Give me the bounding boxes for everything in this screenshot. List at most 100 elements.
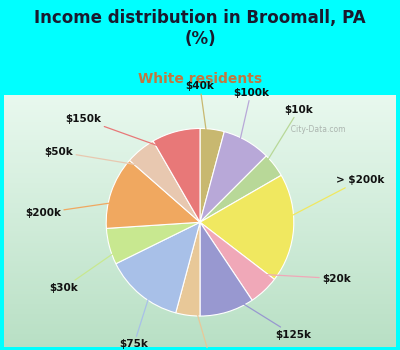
Wedge shape — [106, 222, 200, 264]
Bar — [4, 195, 396, 198]
Wedge shape — [200, 128, 224, 222]
Bar — [4, 170, 396, 173]
Wedge shape — [200, 222, 252, 316]
Bar — [4, 94, 396, 97]
Bar — [4, 233, 396, 236]
Bar — [4, 223, 396, 225]
Text: $50k: $50k — [45, 147, 153, 167]
Bar — [4, 231, 396, 233]
Bar — [4, 137, 396, 140]
Bar — [4, 329, 396, 331]
Wedge shape — [130, 141, 200, 222]
Wedge shape — [176, 222, 200, 316]
Text: Income distribution in Broomall, PA
(%): Income distribution in Broomall, PA (%) — [34, 9, 366, 48]
Bar — [4, 326, 396, 329]
Text: $100k: $100k — [233, 88, 269, 159]
Bar — [4, 153, 396, 155]
Bar — [4, 162, 396, 165]
Bar — [4, 228, 396, 231]
Bar — [4, 299, 396, 301]
Bar — [4, 304, 396, 306]
Bar — [4, 296, 396, 299]
Bar — [4, 309, 396, 311]
Bar — [4, 125, 396, 127]
Bar — [4, 132, 396, 135]
Bar — [4, 115, 396, 117]
Bar — [4, 120, 396, 122]
Bar — [4, 334, 396, 336]
Bar — [4, 213, 396, 216]
Bar — [4, 319, 396, 321]
Bar — [4, 142, 396, 145]
Bar — [4, 218, 396, 220]
Bar — [4, 190, 396, 193]
Bar — [4, 117, 396, 120]
Bar — [4, 225, 396, 228]
Bar — [4, 321, 396, 324]
Text: White residents: White residents — [138, 72, 262, 86]
Text: $125k: $125k — [223, 291, 311, 340]
Bar — [4, 238, 396, 241]
Wedge shape — [200, 132, 266, 222]
Bar — [4, 183, 396, 185]
Text: $30k: $30k — [49, 242, 130, 293]
Bar — [4, 140, 396, 142]
Bar — [4, 208, 396, 210]
Bar — [4, 205, 396, 208]
Wedge shape — [200, 222, 274, 300]
Bar — [4, 339, 396, 342]
Bar — [4, 112, 396, 115]
Bar — [4, 248, 396, 251]
Text: $20k: $20k — [251, 274, 351, 284]
Bar — [4, 110, 396, 112]
Bar — [4, 203, 396, 205]
Bar — [4, 241, 396, 243]
Bar — [4, 286, 396, 288]
Bar — [4, 150, 396, 153]
Bar — [4, 160, 396, 162]
Bar — [4, 281, 396, 284]
Bar — [4, 158, 396, 160]
Text: > $200k: > $200k — [273, 175, 384, 225]
Wedge shape — [200, 175, 294, 279]
Bar — [4, 253, 396, 256]
Bar — [4, 246, 396, 248]
Bar — [4, 102, 396, 105]
Bar — [4, 261, 396, 263]
Bar — [4, 291, 396, 294]
Bar — [4, 251, 396, 253]
Bar — [4, 271, 396, 273]
Bar — [4, 284, 396, 286]
Bar — [4, 185, 396, 188]
Bar — [4, 175, 396, 178]
Bar — [4, 316, 396, 319]
Bar — [4, 306, 396, 309]
Bar — [4, 105, 396, 107]
Text: $10k: $10k — [257, 105, 313, 177]
Bar — [4, 243, 396, 246]
Bar — [4, 168, 396, 170]
Wedge shape — [153, 128, 200, 222]
Wedge shape — [200, 156, 281, 222]
Bar — [4, 344, 396, 346]
Bar — [4, 258, 396, 261]
Bar — [4, 135, 396, 137]
Bar — [4, 180, 396, 183]
Text: $200k: $200k — [25, 200, 131, 218]
Bar — [4, 130, 396, 132]
Bar — [4, 107, 396, 110]
Bar — [4, 220, 396, 223]
Bar — [4, 314, 396, 316]
Bar — [4, 268, 396, 271]
Bar — [4, 288, 396, 291]
Bar — [4, 155, 396, 158]
Bar — [4, 324, 396, 326]
Bar — [4, 273, 396, 276]
Text: $75k: $75k — [120, 279, 154, 349]
Bar — [4, 165, 396, 168]
Bar — [4, 210, 396, 213]
Wedge shape — [106, 160, 200, 229]
Bar — [4, 198, 396, 200]
Bar — [4, 173, 396, 175]
Text: $40k: $40k — [186, 81, 214, 150]
